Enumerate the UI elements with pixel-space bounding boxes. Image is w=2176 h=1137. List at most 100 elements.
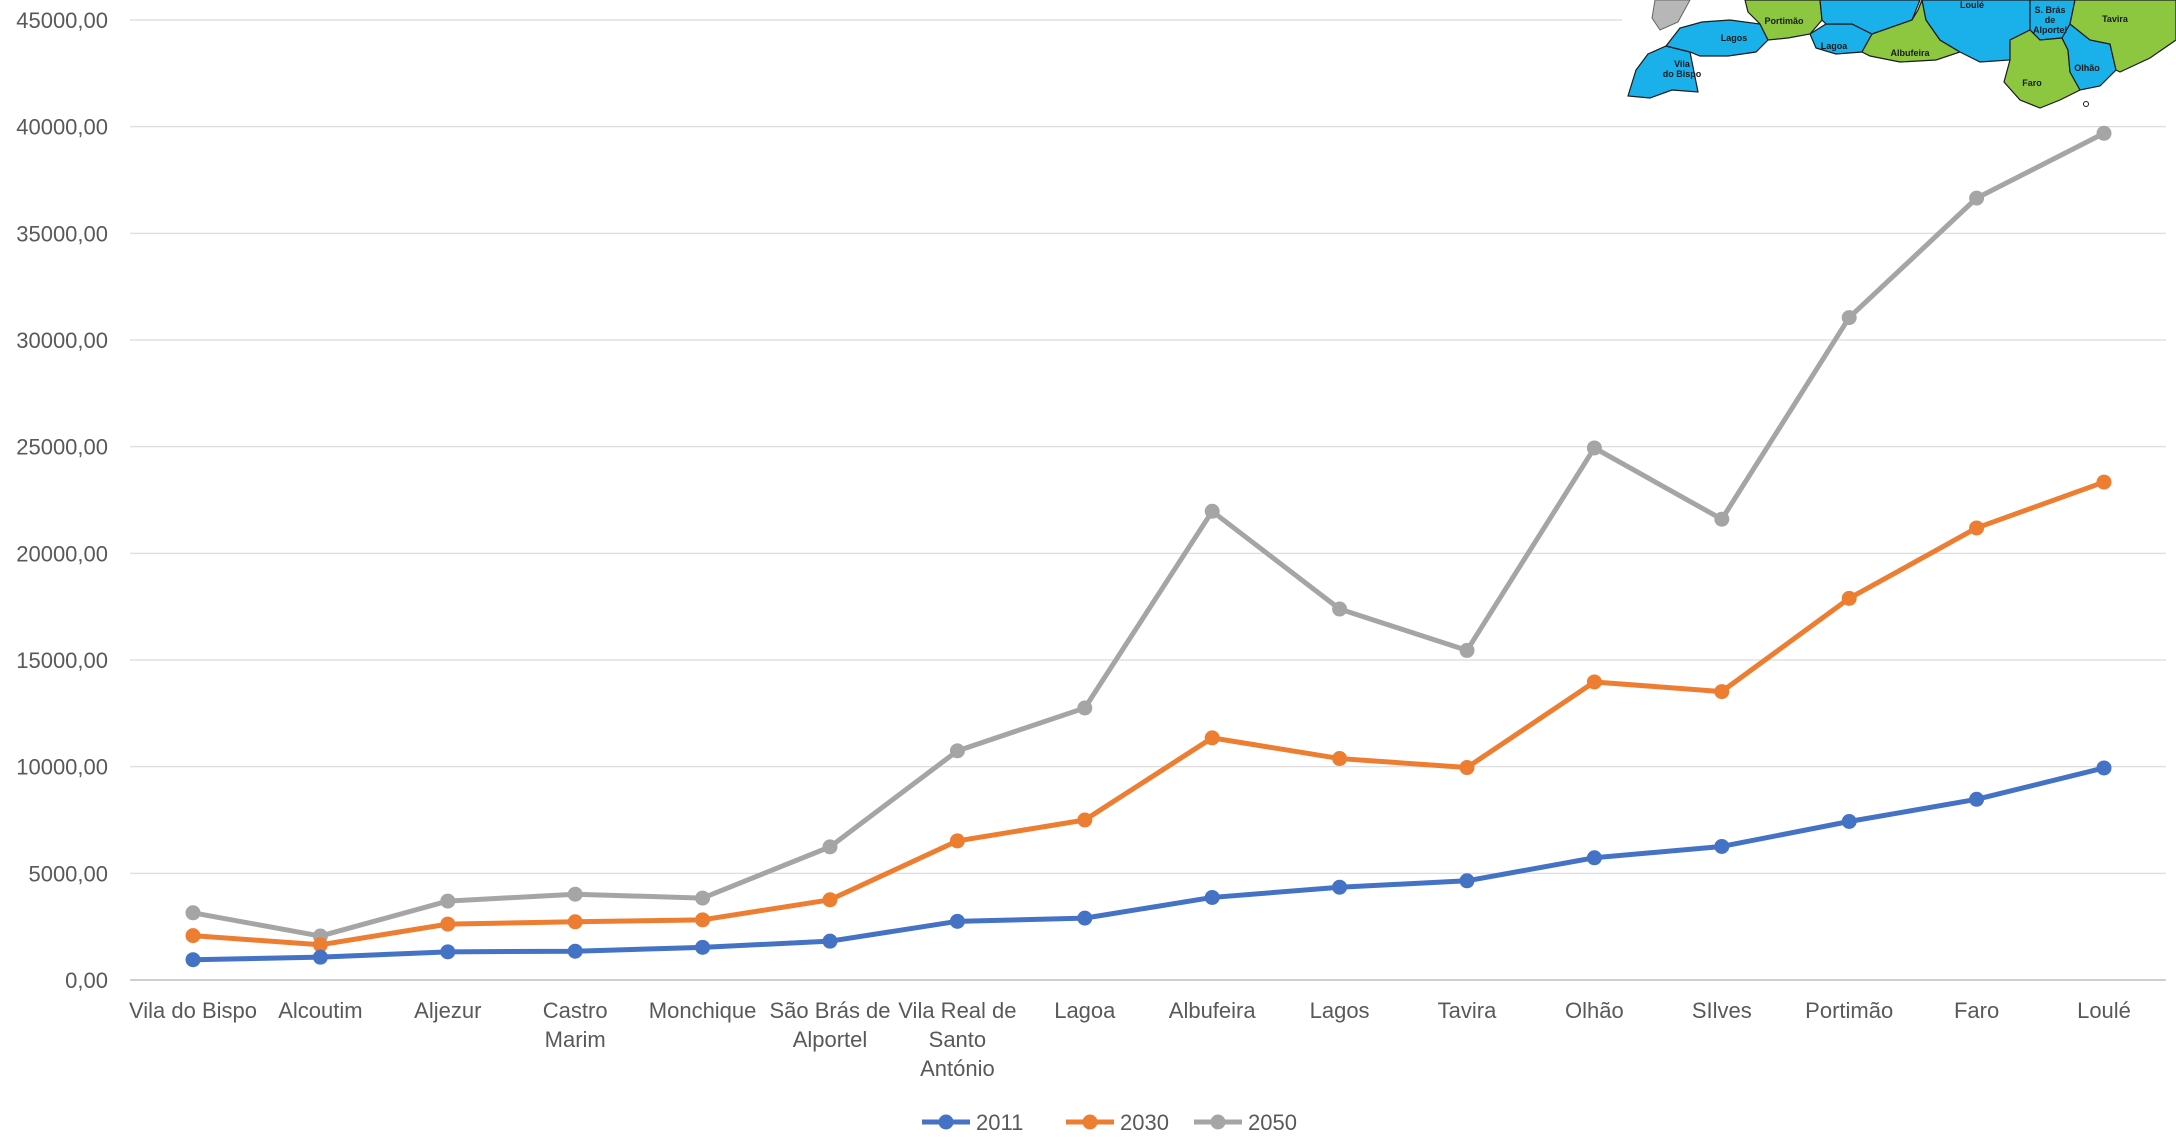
map-region-tavira	[2069, 0, 2176, 73]
map-label-lagos: Lagos	[1721, 33, 1748, 43]
data-point-2030	[949, 833, 965, 849]
data-point-2050	[1714, 511, 1730, 527]
series-2011	[185, 760, 2112, 968]
legend-swatch-marker	[1082, 1114, 1098, 1130]
data-point-2030	[2096, 474, 2112, 490]
data-point-2011	[1969, 791, 1985, 807]
data-point-2050	[1841, 310, 1857, 326]
data-point-2011	[1714, 838, 1730, 854]
data-point-2050	[185, 905, 201, 921]
y-tick-label: 30000,00	[16, 328, 108, 353]
data-point-2050	[822, 839, 838, 855]
x-tick-label: Vila do Bispo	[129, 998, 257, 1023]
data-point-2011	[312, 949, 328, 965]
data-point-2050	[440, 893, 456, 909]
map-label-loule: Loulé	[1960, 0, 1984, 10]
x-tick-label: Castro Marim	[543, 998, 608, 1052]
map-label-lagoa: Lagoa	[1821, 41, 1848, 51]
x-tick-label: Albufeira	[1169, 998, 1257, 1023]
data-point-2050	[2096, 125, 2112, 141]
data-point-2030	[1204, 730, 1220, 746]
data-point-2030	[822, 892, 838, 908]
legend-swatch-marker	[1210, 1114, 1226, 1130]
legend: 2011 2030 2050	[922, 1110, 1297, 1135]
data-point-2050	[567, 886, 583, 902]
y-tick-label: 25000,00	[16, 435, 108, 460]
data-point-2030	[1586, 674, 1602, 690]
data-point-2011	[2096, 760, 2112, 776]
data-point-2030	[312, 937, 328, 953]
data-point-2050	[1459, 642, 1475, 658]
data-point-2030	[1332, 751, 1348, 767]
map-label-faro: Faro	[2022, 78, 2042, 88]
map-label-vila-do-bispo: Vila do Bispo	[1663, 59, 1702, 79]
x-tick-label: Faro	[1954, 998, 1999, 1023]
x-tick-label: Tavira	[1438, 998, 1497, 1023]
legend-label: 2011	[976, 1110, 1023, 1135]
y-tick-label: 10000,00	[16, 755, 108, 780]
y-tick-label: 5000,00	[28, 861, 108, 886]
legend-item-2030: 2030	[1066, 1110, 1169, 1135]
map-label-sao-bras: S. Brás de Alportel	[2033, 5, 2067, 35]
data-point-2011	[822, 933, 838, 949]
data-point-2011	[1841, 813, 1857, 829]
legend-item-2011: 2011	[922, 1110, 1023, 1135]
legend-item-2050: 2050	[1194, 1110, 1297, 1135]
x-tick-label: São Brás de Alportel	[769, 998, 890, 1052]
data-point-2011	[440, 944, 456, 960]
data-point-2030	[1459, 760, 1475, 776]
data-point-2011	[1077, 910, 1093, 926]
data-point-2050	[695, 890, 711, 906]
data-point-2050	[949, 743, 965, 759]
legend-label: 2030	[1120, 1110, 1169, 1135]
data-point-2030	[1714, 684, 1730, 700]
data-point-2030	[1077, 812, 1093, 828]
x-tick-label: Vila Real de Santo António	[898, 998, 1016, 1081]
data-point-2050	[1077, 700, 1093, 716]
y-tick-label: 40000,00	[16, 115, 108, 140]
data-point-2011	[567, 943, 583, 959]
data-point-2030	[1841, 590, 1857, 606]
series-line-2011	[190, 765, 2107, 963]
series-line-2030	[190, 479, 2107, 948]
legend-label: 2050	[1248, 1110, 1297, 1135]
map-label-tavira: Tavira	[2102, 14, 2129, 24]
x-tick-label: Lagoa	[1054, 998, 1116, 1023]
data-point-2030	[695, 912, 711, 928]
series-2050	[185, 125, 2112, 944]
y-tick-label: 20000,00	[16, 541, 108, 566]
data-point-2011	[185, 952, 201, 968]
data-point-2011	[695, 939, 711, 955]
data-point-2030	[185, 928, 201, 944]
x-tick-label: Aljezur	[414, 998, 481, 1023]
map-label-olhao: Olhão	[2074, 63, 2100, 73]
data-point-2030	[567, 914, 583, 930]
y-tick-label: 0,00	[65, 968, 108, 993]
series-lines	[185, 125, 2112, 968]
series-2030	[185, 474, 2112, 953]
y-tick-label: 45000,00	[16, 8, 108, 33]
x-tick-label: Portimão	[1805, 998, 1893, 1023]
x-tick-label: Alcoutim	[278, 998, 362, 1023]
data-point-2030	[1969, 520, 1985, 536]
data-point-2050	[1969, 190, 1985, 206]
algarve-map-image: Loulé S. Brás de Alportel Tavira Portimão …	[1622, 0, 2176, 109]
data-point-2011	[1332, 879, 1348, 895]
legend-swatch-marker	[938, 1114, 954, 1130]
data-point-2050	[1332, 601, 1348, 617]
series-line-2050	[190, 130, 2107, 939]
x-axis-tick-labels: Vila do Bispo Alcoutim Aljezur Castro Marim M…	[129, 998, 2131, 1081]
data-point-2011	[1459, 873, 1475, 889]
map-region-vila-do-bispo	[1627, 45, 1699, 99]
data-point-2050	[1204, 503, 1220, 519]
map-label-albufeira: Albufeira	[1890, 48, 1930, 58]
x-tick-label: Loulé	[2077, 998, 2131, 1023]
y-axis-tick-labels: 0,00 5000,00 10000,00 15000,00 20000,00 25000…	[16, 8, 108, 993]
map-label-portimao: Portimão	[1764, 16, 1804, 26]
y-tick-label: 15000,00	[16, 648, 108, 673]
x-tick-label: SIlves	[1692, 998, 1752, 1023]
x-tick-label: Lagos	[1310, 998, 1370, 1023]
data-point-2011	[1586, 850, 1602, 866]
data-point-2050	[1586, 440, 1602, 456]
